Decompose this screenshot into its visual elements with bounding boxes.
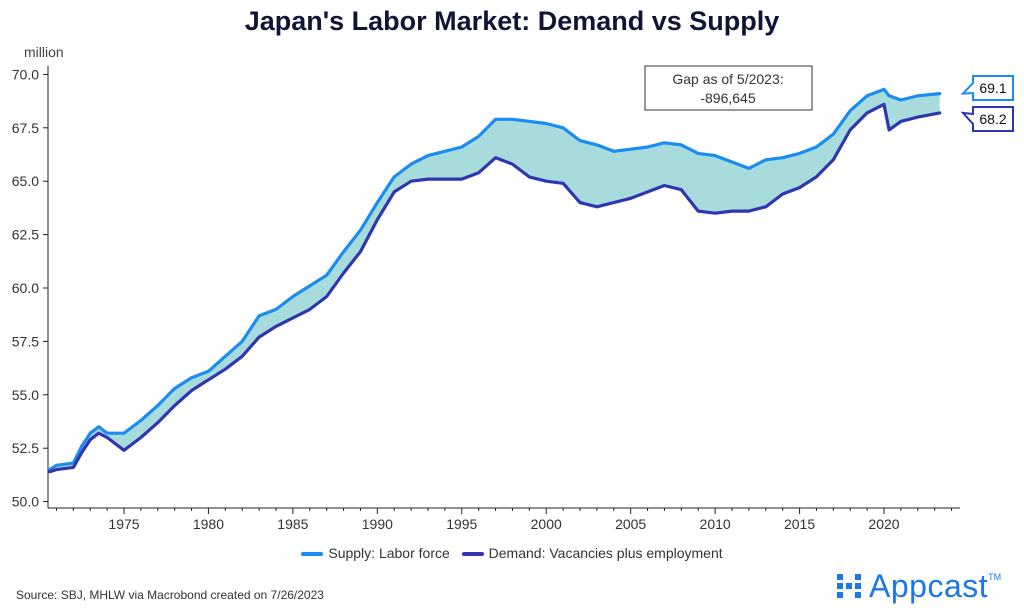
gap-fill [49, 89, 940, 472]
annotation-line-1: Gap as of 5/2023: [672, 71, 783, 87]
legend-swatch-supply [301, 552, 324, 557]
y-tick-label: 67.5 [12, 120, 39, 136]
legend-item-demand: Demand: Vacancies plus employment [461, 545, 723, 561]
x-tick-label: 1975 [108, 516, 139, 532]
y-tick-label: 57.5 [12, 333, 39, 349]
y-axis-unit-label: million [24, 44, 64, 60]
x-tick-label: 1990 [362, 516, 393, 532]
demand-line [48, 102, 942, 474]
x-tick-label: 1985 [277, 516, 308, 532]
x-tick-label: 2005 [615, 516, 646, 532]
appcast-logo-tm: TM [988, 572, 1002, 582]
x-tick-label: 1995 [446, 516, 477, 532]
legend-swatch-demand [461, 552, 484, 557]
x-tick-label: 2010 [700, 516, 731, 532]
y-tick-label: 52.5 [12, 440, 39, 456]
x-tick-label: 1980 [193, 516, 224, 532]
source-note: Source: SBJ, MHLW via Macrobond created … [16, 588, 324, 602]
y-tick-label: 70.0 [12, 66, 39, 82]
legend: Supply: Labor force Demand: Vacancies pl… [0, 545, 1024, 561]
x-tick-label: 2000 [531, 516, 562, 532]
end-label-box [960, 75, 1014, 101]
y-tick-label: 62.5 [12, 227, 39, 243]
end-labels: 69.1 68.2 [960, 75, 1014, 132]
y-tick-label: 60.0 [12, 280, 39, 296]
annotation-line-2: -896,645 [700, 90, 755, 106]
supply-line [48, 87, 942, 472]
series-lines [48, 87, 942, 474]
end-value-label: 68.2 [979, 111, 1006, 127]
legend-item-supply: Supply: Labor force [301, 545, 450, 561]
y-tick-label: 55.0 [12, 387, 39, 403]
axes: 70.0 67.5 65.0 62.5 60.0 57.5 55.0 52.5 50.0 1975… [12, 66, 960, 532]
end-label-box [960, 106, 1014, 132]
x-tick-label: 2020 [868, 516, 899, 532]
chart-title: Japan's Labor Market: Demand vs Supply [244, 6, 780, 36]
annotation-box [644, 65, 813, 111]
appcast-logo-text: Appcast [869, 567, 989, 604]
appcast-logo-icon [837, 574, 861, 598]
y-tick-label: 50.0 [12, 494, 39, 510]
legend-label-supply: Supply: Labor force [328, 545, 450, 561]
x-tick-label: 2015 [784, 516, 815, 532]
gap-area [49, 89, 940, 472]
end-value-label: 69.1 [979, 80, 1006, 96]
y-tick-label: 65.0 [12, 173, 39, 189]
legend-label-demand: Demand: Vacancies plus employment [488, 545, 723, 561]
gap-annotation: Gap as of 5/2023: -896,645 [644, 65, 813, 111]
appcast-logo: Appcast TM [837, 566, 1001, 606]
